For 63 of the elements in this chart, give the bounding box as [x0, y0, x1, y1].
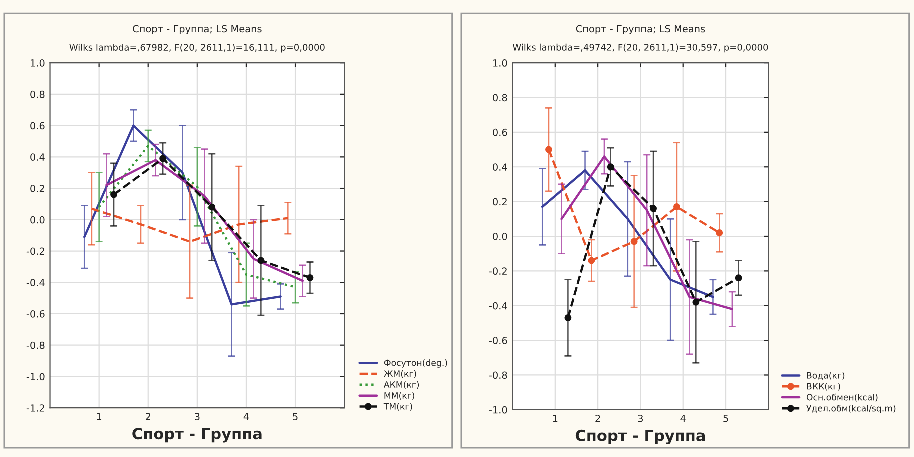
x-tick-label: 1 [553, 415, 558, 422]
point [650, 205, 657, 212]
y-tick-label: 0.0 [30, 216, 45, 224]
y-tick-label: 0.2 [493, 198, 507, 206]
legend-label: Фосутон(deg.) [384, 360, 448, 368]
y-tick-label: -0.8 [489, 372, 508, 380]
point [588, 257, 596, 264]
y-tick-label: 0.8 [30, 90, 45, 98]
point [160, 155, 167, 162]
point [630, 238, 638, 246]
x-tick-label: 5 [724, 415, 728, 422]
y-tick-label: -1.0 [26, 373, 45, 381]
chart-subtitle: Wilks lambda=,67982, F(20, 2611,1)=16,111, p=0,0000 [70, 44, 325, 53]
point [716, 230, 724, 236]
x-axis-title: Спорт - Группа [132, 428, 262, 443]
y-tick-label: 0.4 [493, 164, 508, 171]
y-tick-label: 0.6 [30, 122, 45, 130]
y-tick-label: 1.0 [31, 60, 45, 67]
y-tick-label: -0.4 [489, 302, 508, 310]
chart-title: Спорт - Группа; LS Means [133, 25, 262, 35]
point [110, 191, 118, 198]
y-tick-label: 0.4 [30, 154, 45, 161]
y-tick-label: -0.6 [26, 310, 45, 318]
point [546, 146, 552, 154]
legend-label: ТМ(кг) [384, 403, 412, 411]
x-axis-title: Спорт - Группа [576, 430, 706, 445]
x-tick-label: 4 [244, 413, 250, 420]
point [692, 298, 700, 306]
y-tick-label: -0.8 [26, 342, 45, 350]
y-tick-label: 0.8 [493, 94, 508, 102]
x-tick-label: 4 [680, 415, 686, 422]
point [306, 274, 314, 282]
y-tick-label: -1.2 [26, 404, 44, 412]
x-tick-label: 3 [638, 414, 644, 422]
y-tick-label: 0.6 [493, 128, 508, 136]
legend-label: ММ(кг) [384, 392, 414, 400]
chart-subtitle: Wilks lambda=,49742, F(20, 2611,1)=30,597, p=0,0000 [512, 44, 768, 53]
x-tick-label: 3 [195, 413, 200, 420]
legend-label: Вода(кг) [807, 372, 845, 380]
legend-label: АКМ(кг) [384, 381, 420, 390]
x-tick-label: 1 [97, 413, 102, 420]
legend-label: Удел.обм(kcal/sq.m) [806, 404, 896, 414]
x-tick-label: 5 [293, 413, 298, 420]
x-tick-label: 2 [146, 413, 150, 420]
legend-label: ВКК(кг) [807, 383, 840, 391]
point [735, 274, 742, 282]
point [673, 204, 680, 210]
y-tick-label: -0.4 [26, 279, 45, 286]
y-tick-label: -0.6 [489, 337, 508, 344]
y-tick-label: 1.0 [494, 60, 508, 67]
legend-label: Осн.обмен(kcal) [806, 394, 878, 402]
point [564, 314, 572, 322]
point [208, 204, 216, 211]
y-tick-label: 0.0 [493, 232, 508, 240]
y-tick-label: -0.2 [26, 248, 44, 256]
x-tick-label: 2 [596, 414, 600, 422]
chart-title: Спорт - Группа; LS Means [576, 25, 706, 35]
point [258, 257, 265, 264]
point [607, 164, 614, 171]
y-tick-label: -1.0 [489, 406, 508, 414]
legend-label: ЖМ(кг) [384, 370, 416, 378]
y-tick-label: -0.2 [489, 268, 507, 276]
y-tick-label: 0.2 [30, 185, 44, 192]
